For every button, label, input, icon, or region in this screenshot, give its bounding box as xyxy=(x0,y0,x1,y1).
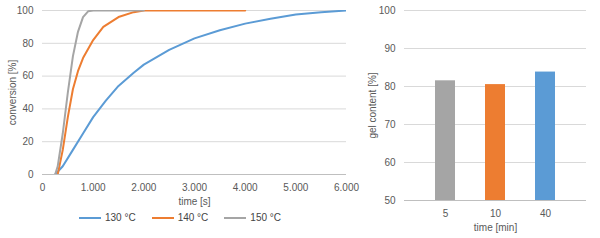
svg-text:gel content [%]: gel content [%] xyxy=(367,72,378,138)
svg-text:0: 0 xyxy=(28,169,34,180)
svg-text:10: 10 xyxy=(490,208,502,219)
svg-text:60: 60 xyxy=(22,70,34,81)
html-text:150 °C: 150 °C xyxy=(250,212,281,223)
svg-text:time [min]: time [min] xyxy=(474,222,518,233)
html-text:130 °C: 130 °C xyxy=(105,212,136,223)
svg-text:conversion [%]: conversion [%] xyxy=(7,59,18,125)
svg-text:1.000: 1.000 xyxy=(81,182,106,193)
svg-text:4.000: 4.000 xyxy=(233,182,258,193)
svg-text:40: 40 xyxy=(540,208,552,219)
svg-text:50: 50 xyxy=(384,195,396,206)
svg-text:5: 5 xyxy=(443,208,449,219)
svg-text:time [s]: time [s] xyxy=(178,196,210,207)
svg-text:6.000: 6.000 xyxy=(334,182,359,193)
svg-text:80: 80 xyxy=(22,38,34,49)
svg-text:100: 100 xyxy=(379,5,396,16)
svg-text:3.000: 3.000 xyxy=(182,182,207,193)
html-text:140 °C: 140 °C xyxy=(177,212,209,223)
svg-text:2.000: 2.000 xyxy=(131,182,156,193)
svg-text:20: 20 xyxy=(22,136,34,147)
svg-text:70: 70 xyxy=(384,119,396,130)
svg-text:60: 60 xyxy=(384,157,396,168)
svg-text:40: 40 xyxy=(22,103,34,114)
svg-text:90: 90 xyxy=(384,43,396,54)
svg-text:100: 100 xyxy=(17,5,34,16)
svg-text:80: 80 xyxy=(384,81,396,92)
svg-text:0: 0 xyxy=(40,182,46,193)
svg-text:5.000: 5.000 xyxy=(283,182,308,193)
